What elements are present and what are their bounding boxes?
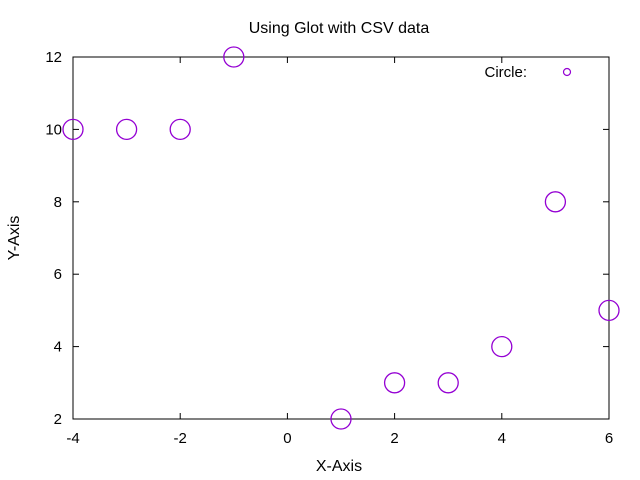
data-points (62, 46, 620, 430)
data-point (169, 118, 191, 141)
y-tick-label: 8 (54, 194, 62, 211)
axis-ticks: -4 -2 0 2 4 6 2 4 6 8 10 12 (45, 49, 613, 447)
legend-label: Circle: (484, 64, 527, 81)
x-tick-label: -2 (174, 430, 187, 447)
plot-frame (72, 56, 610, 420)
y-tick-label: 6 (54, 266, 62, 283)
data-point (115, 118, 138, 141)
x-tick-label: 6 (605, 430, 613, 447)
x-tick-label: -4 (66, 430, 79, 447)
x-axis-label: X-Axis (316, 458, 362, 475)
data-point (383, 372, 406, 394)
data-point (330, 408, 352, 430)
chart-title: Using Glot with CSV data (249, 20, 430, 37)
y-tick-label: 4 (54, 339, 62, 356)
x-tick-label: 4 (498, 430, 506, 447)
y-tick-label: 10 (45, 121, 62, 138)
data-point (598, 299, 620, 322)
legend: Circle: (484, 64, 572, 81)
x-tick-label: 2 (390, 430, 398, 447)
data-point (491, 335, 513, 358)
x-tick-label: 0 (283, 430, 291, 447)
y-tick-label: 12 (45, 49, 62, 66)
legend-marker (562, 67, 572, 77)
data-point (223, 46, 245, 68)
data-point (544, 191, 567, 213)
y-axis-label: Y-Axis (6, 216, 23, 261)
data-point (62, 118, 84, 141)
data-point (437, 372, 459, 394)
y-tick-label: 2 (54, 411, 62, 428)
